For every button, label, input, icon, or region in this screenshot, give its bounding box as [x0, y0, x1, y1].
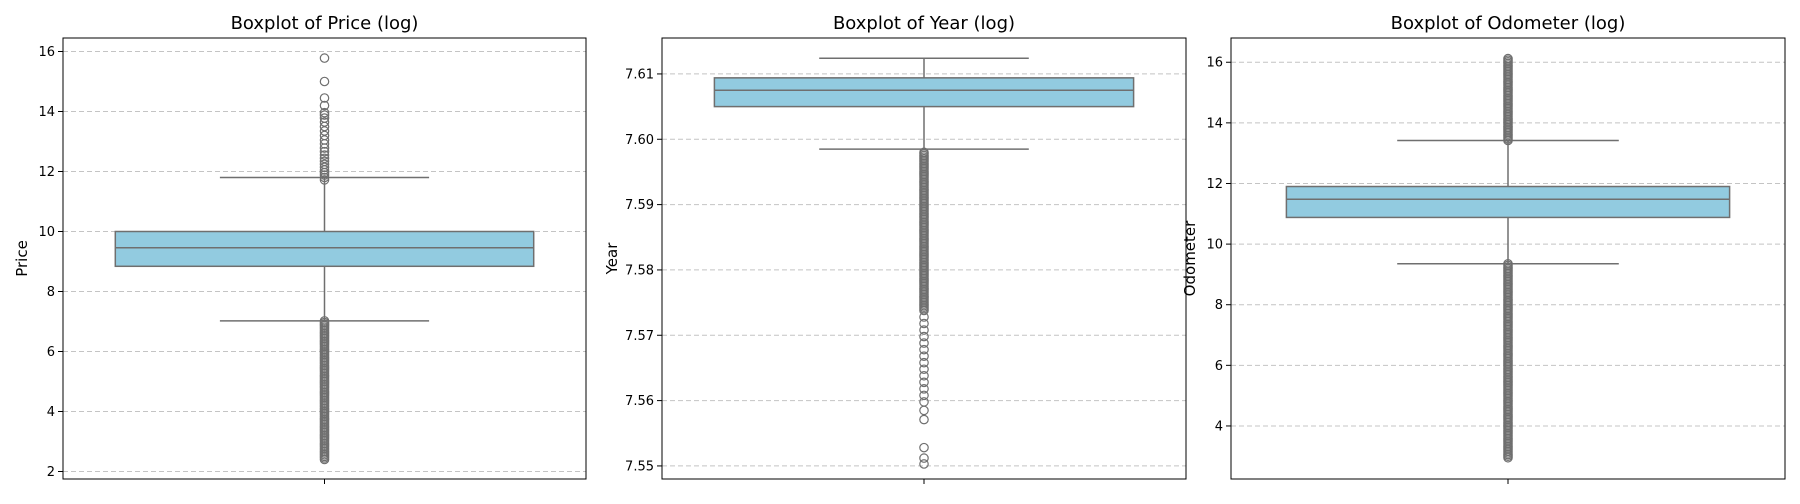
y-tick-label: 8 — [1215, 298, 1223, 313]
chart-title: Boxplot of Price (log) — [231, 13, 419, 34]
outlier-point — [319, 162, 330, 173]
outlier-point — [319, 76, 330, 87]
y-tick-label: 6 — [1215, 359, 1223, 374]
chart-title: Boxplot of Year (log) — [833, 13, 1015, 34]
y-tick-label: 6 — [47, 345, 55, 360]
chart-panel-3: 4 6 8 10 12 14 16 Boxplot of Odometer (log) Odom… — [1181, 13, 1786, 484]
y-tick-label: 16 — [1206, 56, 1223, 71]
chart-panel-2: 7.55 7.56 7.57 7.58 7.59 7.60 7.61 Boxplot of Y… — [603, 13, 1187, 484]
outlier-point — [919, 442, 929, 453]
outlier-point — [919, 453, 929, 463]
outlier-point — [319, 172, 330, 183]
outlier-point — [319, 53, 330, 63]
outlier-point — [919, 338, 929, 348]
y-axis-label: Price — [13, 240, 31, 277]
y-tick-label: 7.55 — [625, 459, 654, 474]
outlier-point — [319, 110, 330, 120]
outlier-point — [919, 459, 929, 469]
y-tick-label: 7.60 — [625, 133, 654, 148]
y-tick-label: 14 — [38, 105, 55, 120]
iqr-box — [1285, 185, 1731, 219]
outlier-point — [919, 390, 929, 401]
chart-title: Boxplot of Odometer (log) — [1391, 13, 1626, 34]
y-tick-label: 2 — [47, 465, 55, 480]
outlier-point — [319, 150, 330, 160]
y-tick-label: 16 — [38, 45, 55, 60]
outlier-point — [919, 318, 929, 329]
iqr-box — [114, 230, 535, 268]
outlier-point — [919, 370, 929, 381]
outlier-point — [319, 159, 330, 170]
outlier-point — [919, 351, 929, 361]
outlier-point — [1503, 259, 1513, 269]
y-tick-label: 7.61 — [625, 67, 654, 82]
outlier-point — [919, 357, 929, 368]
outlier-point — [319, 113, 330, 123]
y-tick-label: 4 — [1215, 419, 1223, 434]
outlier-point — [319, 126, 330, 136]
y-tick-label: 4 — [47, 405, 55, 420]
outlier-point — [919, 331, 929, 342]
outlier-point — [319, 93, 330, 103]
outlier-point — [319, 156, 330, 167]
outlier-point — [319, 107, 330, 118]
outlier-point — [319, 175, 330, 185]
outlier-point — [919, 397, 929, 407]
y-axis-label: Odometer — [1181, 220, 1199, 296]
outlier-point — [919, 384, 929, 394]
y-tick-label: 7.56 — [625, 394, 654, 409]
y-tick-label: 10 — [1206, 238, 1223, 253]
y-tick-label: 7.57 — [625, 329, 654, 344]
outlier-point — [919, 147, 929, 158]
outlier-point — [319, 100, 330, 111]
outlier-point — [319, 135, 330, 145]
outlier-point — [919, 414, 929, 425]
outlier-point — [1503, 53, 1513, 64]
outlier-point — [319, 153, 330, 164]
outlier-point — [919, 405, 929, 416]
y-tick-label: 7.58 — [625, 263, 654, 278]
y-tick-label: 12 — [1206, 177, 1223, 192]
outlier-point — [319, 130, 330, 141]
y-tick-label: 7.59 — [625, 198, 654, 213]
y-tick-label: 12 — [38, 165, 55, 180]
y-tick-label: 10 — [38, 225, 55, 240]
outlier-point — [919, 377, 929, 388]
outlier-point — [919, 312, 929, 322]
outlier-point — [919, 364, 929, 375]
outlier-point — [919, 344, 929, 355]
outlier-point — [919, 325, 929, 335]
y-tick-label: 8 — [47, 285, 55, 300]
outlier-point — [319, 316, 330, 326]
chart-panel-1: 2 4 6 8 10 12 14 16 Boxplot of Price (log) Price — [13, 13, 587, 484]
y-tick-label: 14 — [1206, 116, 1223, 131]
y-axis-label: Year — [603, 242, 621, 276]
iqr-box — [713, 77, 1135, 108]
outlier-point — [319, 117, 330, 127]
